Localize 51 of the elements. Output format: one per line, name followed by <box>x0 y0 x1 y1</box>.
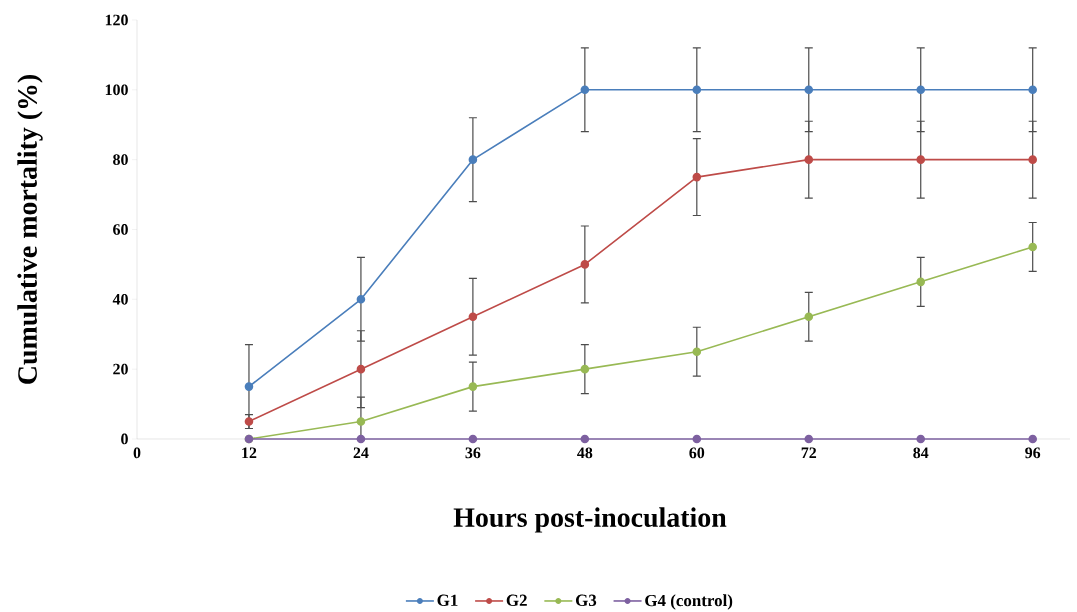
point <box>244 382 254 392</box>
y-tick-label: 120 <box>105 14 128 26</box>
y-tick-label: 40 <box>112 294 128 305</box>
x-tick-label: 60 <box>689 447 705 459</box>
legend-label: G1 <box>437 594 458 607</box>
point <box>356 295 366 304</box>
y-tick-label: 20 <box>113 363 128 375</box>
y-tick-label: 60 <box>113 224 128 236</box>
point <box>580 260 590 269</box>
legend-label: G2 <box>506 594 527 607</box>
point <box>804 155 814 165</box>
point <box>692 347 702 357</box>
point <box>356 365 366 374</box>
point <box>916 155 926 165</box>
point <box>804 312 814 322</box>
point <box>580 434 590 444</box>
y-axis-title: Cumulative mortality (%) <box>17 75 43 385</box>
point <box>468 434 478 444</box>
y-tick-label: 0 <box>121 433 128 445</box>
point <box>580 85 590 95</box>
legend-label: G3 <box>575 594 597 607</box>
legend-label: G4 (control) <box>645 594 733 610</box>
point <box>804 434 814 444</box>
point <box>468 312 478 322</box>
x-tick-label: 24 <box>353 447 369 459</box>
point <box>804 85 814 95</box>
x-tick-label: 0 <box>133 447 141 459</box>
x-tick-label: 72 <box>801 447 817 459</box>
x-axis-title: Hours post-inoculation <box>453 507 727 533</box>
point <box>916 85 926 95</box>
x-tick-label: 84 <box>913 447 929 459</box>
x-tick-label: 48 <box>577 447 593 459</box>
point <box>1028 242 1037 252</box>
point <box>916 434 926 444</box>
point <box>692 173 702 182</box>
point <box>692 85 702 95</box>
point <box>1028 434 1037 444</box>
point <box>468 155 478 165</box>
x-tick-label: 96 <box>1025 447 1041 459</box>
point <box>468 382 478 392</box>
x-tick-label: 36 <box>465 447 481 459</box>
point <box>1028 85 1037 95</box>
point <box>580 365 590 374</box>
point <box>692 434 702 444</box>
point <box>356 417 366 427</box>
point <box>916 277 926 287</box>
y-tick-label: 80 <box>113 154 128 166</box>
point <box>356 434 366 444</box>
y-tick-label: 100 <box>105 84 128 96</box>
point <box>1028 155 1037 165</box>
x-tick-label: 12 <box>242 447 257 459</box>
